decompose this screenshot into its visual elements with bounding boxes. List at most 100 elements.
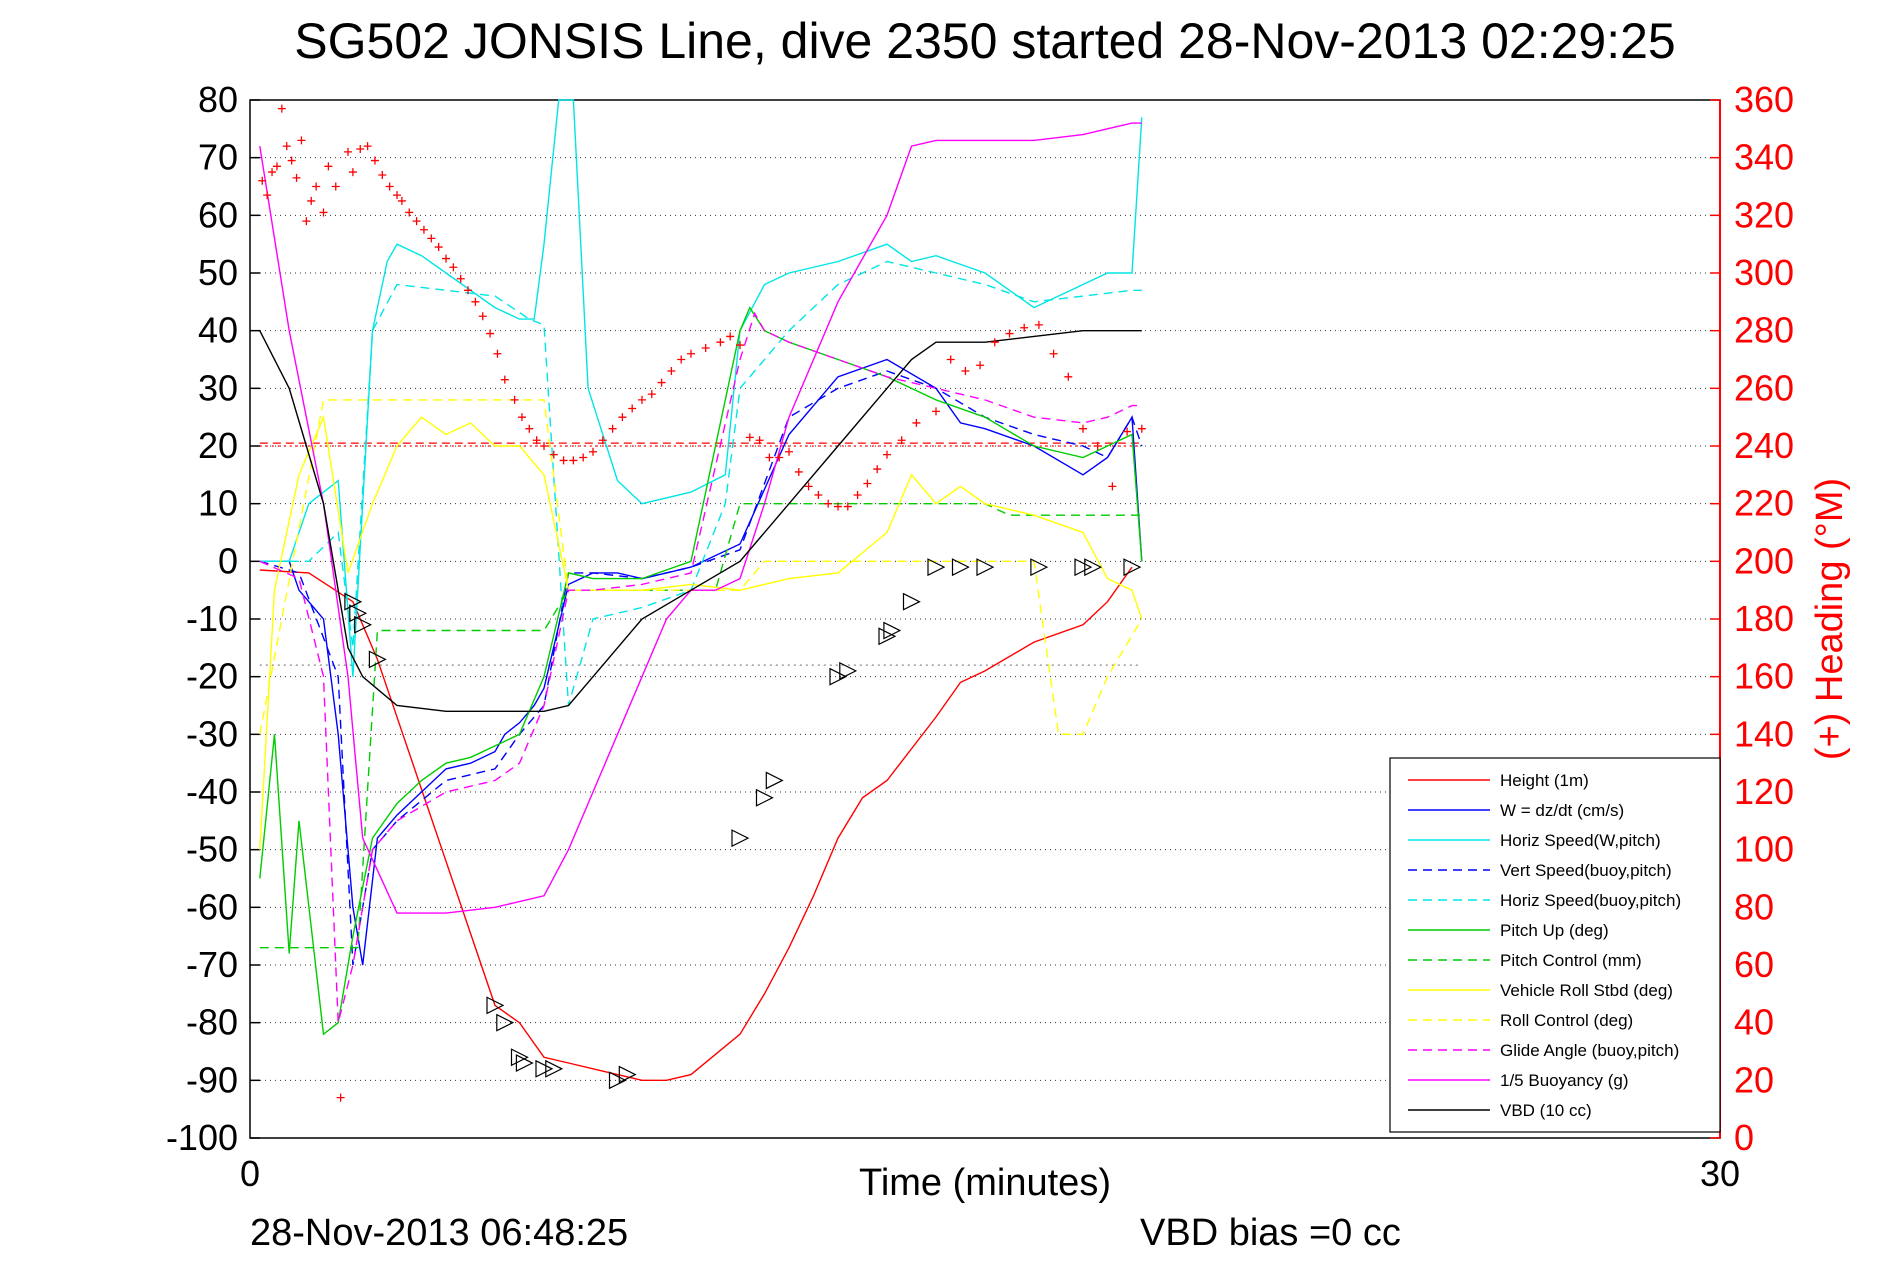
right-axis-label: (+) Heading (°M) [1809, 478, 1851, 760]
heading-point [319, 208, 328, 217]
tick-label-right: 260 [1734, 367, 1794, 408]
heading-point [726, 332, 735, 341]
heading-point [1020, 323, 1029, 332]
heading-point [378, 170, 387, 179]
heading-point [258, 176, 267, 185]
triangle-marker [545, 1059, 564, 1078]
tick-label-right: 200 [1734, 540, 1794, 581]
triangle-marker [354, 615, 373, 634]
heading-point [493, 349, 502, 358]
series-line-0 [259, 566, 1133, 1082]
heading-point [687, 349, 695, 358]
tick-label-right: 60 [1734, 944, 1774, 985]
x-axis-label: Time (minutes) [859, 1162, 1111, 1204]
heading-point [307, 196, 316, 205]
heading-point [1064, 372, 1073, 381]
tick-label-left: 50 [198, 252, 238, 293]
heading-point [540, 442, 548, 450]
series-line-5 [259, 306, 1143, 1036]
heading-point [471, 297, 480, 306]
heading-point [1137, 424, 1146, 433]
tick-label-right: 300 [1734, 252, 1794, 293]
tick-label-right: 140 [1734, 713, 1794, 754]
heading-point [990, 338, 999, 347]
y-axis-right: 3603403203002802602402202001801601401201… [1710, 79, 1794, 1158]
heading-point [976, 361, 985, 370]
heading-point [532, 436, 541, 445]
triangle-marker [618, 1065, 637, 1084]
heading-point [559, 456, 568, 465]
heading-point [765, 453, 774, 462]
heading-point [344, 147, 352, 156]
reference-lines [259, 442, 1142, 666]
tick-label-right: 0 [1734, 1117, 1754, 1158]
triangle-marker [902, 592, 921, 611]
heading-point [618, 413, 627, 422]
x-axis: 0 30 [240, 1153, 1740, 1194]
triangle-marker [608, 1071, 627, 1090]
heading-point [549, 450, 558, 459]
tick-label-left: -20 [186, 656, 238, 697]
tick-label-right: 340 [1734, 137, 1794, 178]
heading-point [525, 424, 534, 433]
legend-label: Vert Speed(buoy,pitch) [1500, 861, 1672, 880]
heading-point [804, 482, 813, 491]
triangle-marker [883, 621, 902, 640]
triangle-marker [878, 627, 897, 646]
heading-point [500, 375, 509, 384]
triangle-marker [755, 788, 774, 807]
triangle-marker [510, 1048, 529, 1067]
heading-point [486, 329, 495, 338]
heading-point [589, 447, 597, 456]
triangle-marker [951, 558, 970, 577]
tick-label-left: 60 [198, 194, 238, 235]
tick-label-right: 160 [1734, 656, 1794, 697]
heading-point [834, 502, 842, 511]
legend-label: Horiz Speed(W,pitch) [1500, 831, 1661, 850]
heading-point [853, 491, 862, 500]
triangle-marker [368, 650, 387, 669]
tick-label-right: 80 [1734, 886, 1774, 927]
tick-label-right: 20 [1734, 1059, 1774, 1100]
heading-point [608, 424, 617, 433]
triangle-marker [486, 996, 505, 1015]
legend-label: Pitch Control (mm) [1500, 951, 1642, 970]
heading-point [297, 136, 306, 145]
heading-point [363, 142, 372, 151]
triangle-marker [731, 829, 750, 848]
triangle-marker [839, 661, 858, 680]
tick-label-right: 240 [1734, 425, 1794, 466]
heading-point [701, 343, 710, 352]
tick-label-right: 40 [1734, 1002, 1774, 1043]
heading-point [1123, 427, 1132, 436]
triangle-marker [1084, 558, 1103, 577]
tick-label-left: -50 [186, 829, 238, 870]
heading-point [434, 243, 443, 252]
heading-point [1108, 482, 1117, 491]
heading-point [272, 162, 281, 171]
heading-point [667, 367, 676, 376]
heading-point [628, 404, 637, 413]
tick-label-left: -60 [186, 886, 238, 927]
footer-timestamp: 28-Nov-2013 06:48:25 [250, 1212, 628, 1254]
series-lines [259, 99, 1143, 1082]
heading-point [427, 234, 436, 243]
triangle-marker [496, 1013, 515, 1032]
triangle-marker [1074, 558, 1093, 577]
tick-label-left: 20 [198, 425, 238, 466]
triangle-marker [515, 1054, 534, 1073]
legend: Height (1m) W = dz/dt (cm/s) Horiz Speed(W… [1389, 757, 1721, 1133]
heading-point [348, 168, 357, 177]
tick-label-left: -100 [166, 1117, 238, 1158]
legend-label: Horiz Speed(buoy,pitch) [1500, 891, 1681, 910]
triangle-marker [765, 771, 784, 790]
legend-label: Vehicle Roll Stbd (deg) [1500, 981, 1673, 1000]
heading-point [657, 378, 666, 387]
tick-label-left: 70 [198, 137, 238, 178]
heading-point [393, 191, 401, 200]
y-axis-left: 80 70 60 50 40 30 20 10 0 -10 -20 -30 -40 -50 -60 -70 -8… [166, 79, 260, 1158]
legend-label: Roll Control (deg) [1500, 1011, 1633, 1030]
heading-point [569, 456, 578, 465]
